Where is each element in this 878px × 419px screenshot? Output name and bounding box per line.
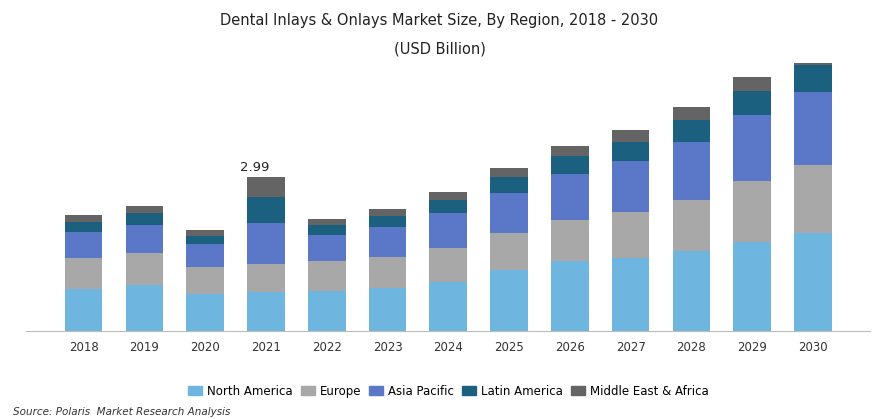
Bar [490,270,528,331]
Bar [368,257,406,288]
Bar [490,168,528,177]
Bar [186,235,224,244]
Bar [490,233,528,270]
Bar [126,206,163,213]
Bar [490,177,528,193]
Bar [307,291,345,331]
Bar [551,174,588,220]
Bar [429,192,466,200]
Bar [186,244,224,267]
Bar [490,193,528,233]
Bar [368,209,406,216]
Bar [793,49,831,65]
Bar [732,91,770,116]
Bar [65,215,103,222]
Bar [186,267,224,294]
Bar [307,225,345,235]
Bar [551,220,588,261]
Bar [551,261,588,331]
Bar [429,282,466,331]
Bar [429,200,466,213]
Bar [368,228,406,257]
Bar [793,233,831,331]
Bar [247,197,284,223]
Bar [732,77,770,91]
Bar [732,242,770,331]
Bar [247,264,284,292]
Bar [186,230,224,235]
Bar [732,181,770,242]
Text: (USD Billion): (USD Billion) [393,42,485,57]
Text: Source: Polaris  Market Research Analysis: Source: Polaris Market Research Analysis [13,407,230,417]
Bar [65,289,103,331]
Bar [611,130,649,142]
Bar [672,251,709,331]
Bar [611,161,649,212]
Bar [551,146,588,156]
Bar [307,261,345,291]
Bar [611,258,649,331]
Bar [126,285,163,331]
Bar [368,216,406,228]
Bar [126,225,163,253]
Legend: North America, Europe, Asia Pacific, Latin America, Middle East & Africa: North America, Europe, Asia Pacific, Lat… [183,380,713,402]
Bar [126,213,163,225]
Bar [247,177,284,197]
Bar [429,213,466,248]
Text: Dental Inlays & Onlays Market Size, By Region, 2018 - 2030: Dental Inlays & Onlays Market Size, By R… [220,13,658,28]
Bar [65,232,103,258]
Text: 2.99: 2.99 [240,161,270,174]
Bar [672,107,709,120]
Bar [126,253,163,285]
Bar [247,223,284,264]
Bar [793,165,831,233]
Bar [247,292,284,331]
Bar [793,92,831,165]
Bar [429,248,466,282]
Bar [368,288,406,331]
Bar [65,222,103,232]
Bar [65,258,103,289]
Bar [551,156,588,174]
Bar [307,235,345,261]
Bar [732,116,770,181]
Bar [672,120,709,142]
Bar [672,199,709,251]
Bar [186,294,224,331]
Bar [793,65,831,92]
Bar [611,212,649,258]
Bar [307,219,345,225]
Bar [672,142,709,199]
Bar [611,142,649,161]
